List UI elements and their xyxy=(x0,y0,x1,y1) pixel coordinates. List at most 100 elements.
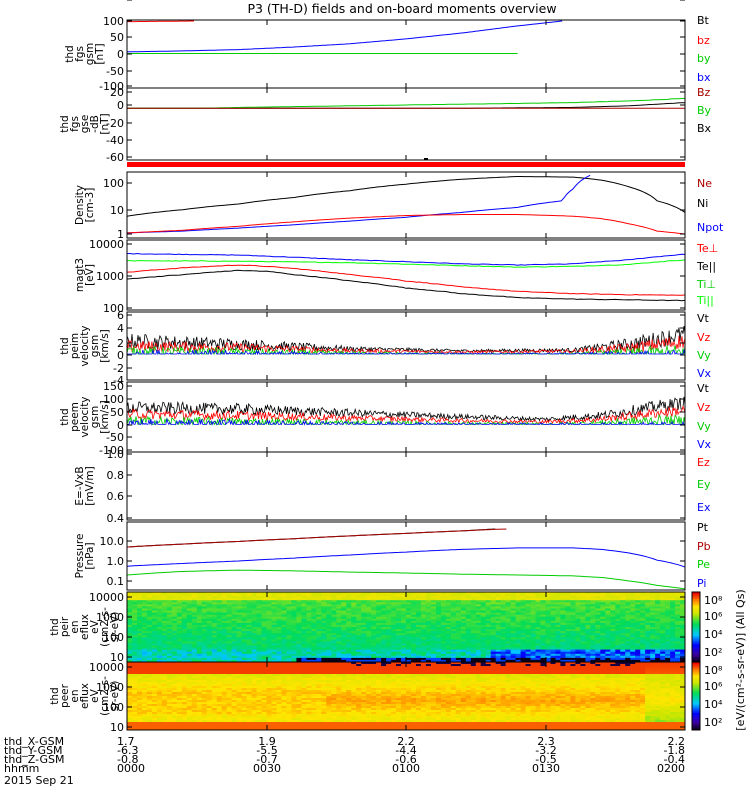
ytick-label: 4 xyxy=(117,322,124,335)
legend-Vy: Vy xyxy=(697,420,711,433)
legend-bz: bz xyxy=(697,34,710,47)
ytick-label: -40 xyxy=(106,134,124,147)
ylabel-temperature: magt3[eV] xyxy=(74,258,96,292)
legend-Ni: Ni xyxy=(697,197,708,210)
content-peem_velocity xyxy=(127,397,685,425)
frame-efield xyxy=(127,452,685,520)
legend-Vt: Vt xyxy=(697,312,710,325)
content-pressure xyxy=(127,529,685,589)
panel-peer_eflux: thdpeerenefluxeV(cm2-s-sr-eV)10000100010… xyxy=(49,661,686,734)
content-peim_velocity xyxy=(127,326,685,354)
legend-Te||: Te|| xyxy=(696,260,716,273)
legend-Bz: Bz xyxy=(697,86,711,99)
ytick-label: -50 xyxy=(106,431,124,444)
legend-Pb: Pb xyxy=(697,540,711,553)
ytick-label: 10000 xyxy=(89,591,124,604)
ytick-label: 100 xyxy=(103,393,124,406)
ylabel-line: [nT] xyxy=(94,43,106,64)
ytick-label: 0 xyxy=(117,48,124,61)
frame-fgs_gse xyxy=(127,88,685,160)
figure-title: P3 (TH-D) fields and on-board moments ov… xyxy=(247,1,556,16)
ytick-label: 0.6 xyxy=(107,490,125,503)
ytick-label: -60 xyxy=(106,151,124,164)
ytick-label: -20 xyxy=(106,117,124,130)
legend-Npot: Npot xyxy=(697,221,724,234)
content-density xyxy=(127,175,685,234)
ylabel-peim_velocity: thdpeimvelocitygsm[km/s] xyxy=(59,325,111,366)
ylabel-density: Density[cm-3] xyxy=(74,185,96,225)
series-Ti⊥ xyxy=(127,254,685,266)
ytick-label: 50 xyxy=(110,31,124,44)
ytick-label: 10.0 xyxy=(100,535,125,548)
legend-Pt: Pt xyxy=(697,521,709,534)
series-Npot xyxy=(127,175,590,233)
content-temperature xyxy=(127,254,685,301)
legend-Ex: Ex xyxy=(697,501,711,514)
legend-Pe: Pe xyxy=(697,558,710,571)
ytick-label: 0.1 xyxy=(107,575,125,588)
content-fgs_gse xyxy=(127,98,685,108)
ytick-label: 1.0 xyxy=(107,555,125,568)
content-fgs_gsm xyxy=(127,21,562,54)
legend-Pi: Pi xyxy=(697,577,706,590)
panel-peir_eflux: thdpeirenefluxeV(cm2-s-sr-eV)10000100010… xyxy=(49,591,686,664)
legend-By: By xyxy=(697,104,712,117)
ytick-label: 0 xyxy=(117,99,124,112)
ytick-label: 6 xyxy=(117,309,124,322)
series-Te⊥ xyxy=(127,265,685,295)
ylabel-line: [nPa] xyxy=(84,542,96,569)
legend-Vy: Vy xyxy=(697,349,711,362)
legend-by: by xyxy=(697,52,711,65)
content-peir_eflux xyxy=(127,592,686,663)
legend-Vx: Vx xyxy=(697,438,712,451)
series-Te|| xyxy=(127,270,685,300)
ylabel-efield: E=-VxB[mV/m] xyxy=(74,466,96,505)
ytick-label: 1000 xyxy=(96,270,124,283)
panel-fgs_gse: thdfgsgse-dB[nT] 200 -20 -40 -60 Bz By Bx xyxy=(59,86,712,164)
panels: thdfgsgsm[nT]100500-50-100Btbzbybxthdfgs… xyxy=(49,0,724,734)
ytick-label: 0.8 xyxy=(107,469,125,482)
legend-Vx: Vx xyxy=(697,367,712,380)
legend-Ez: Ez xyxy=(697,456,710,469)
panel-efield: E=-VxB[mV/m]1.00.80.60.40.20.0EzEyEx xyxy=(74,0,711,525)
ylabel-line: [eV] xyxy=(84,264,96,286)
ylabel-line: [cm-3] xyxy=(84,188,96,223)
ytick-label: 20 xyxy=(110,86,124,99)
legend-Vt: Vt xyxy=(697,382,710,395)
series-bz xyxy=(127,21,194,22)
ytick-label: 0.4 xyxy=(107,512,125,525)
ytick-label: 100 xyxy=(103,15,124,28)
legend-bx: bx xyxy=(697,71,711,84)
ytick-label: 50 xyxy=(110,406,124,419)
legend-Bt: Bt xyxy=(697,14,710,27)
frame-pressure xyxy=(127,522,685,590)
ytick-label: 1000 xyxy=(96,611,124,624)
panel-peem_velocity: thdpeemvelocitygsm[km/s]150100500-50-100… xyxy=(59,380,712,457)
panel-pressure: Pressure[nPa] 10.0 1.0 0.1 Pt Pb Pe Pi xyxy=(74,521,711,590)
legend-Ti||: Ti|| xyxy=(696,294,714,307)
ytick-label: 1.0 xyxy=(107,448,125,461)
legend-Vz: Vz xyxy=(697,401,711,414)
legend-Bx: Bx xyxy=(697,122,712,135)
ytick-label: 10000 xyxy=(89,238,124,251)
ylabel-line: [km/s] xyxy=(99,329,111,363)
ylabel-fgs_gsm: thdfgsgsm[nT] xyxy=(64,43,106,65)
ytick-label: 100 xyxy=(103,631,124,644)
ytick-label: -50 xyxy=(106,65,124,78)
legend-Ti⊥: Ti⊥ xyxy=(696,278,716,291)
ylabel-pressure: Pressure[nPa] xyxy=(74,534,96,579)
ytick-label: 0 xyxy=(117,349,124,362)
ytick-label: 10 xyxy=(110,204,124,217)
legend-Ne: Ne xyxy=(697,177,712,190)
series-Pb xyxy=(127,529,506,547)
legend-Vz: Vz xyxy=(697,331,711,344)
ylabel-fgs_gse: thdfgsgse-dB[nT] xyxy=(59,113,111,134)
legend-Ey: Ey xyxy=(697,478,711,491)
ytick-label: 150 xyxy=(103,380,124,393)
